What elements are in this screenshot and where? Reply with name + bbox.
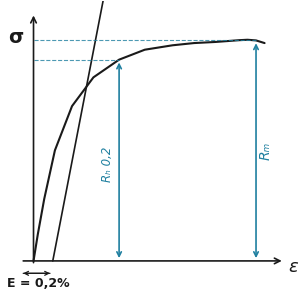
Text: Rₕ 0,2: Rₕ 0,2 (100, 146, 114, 182)
Text: σ: σ (8, 28, 24, 47)
Text: E = 0,2%: E = 0,2% (8, 277, 70, 290)
Text: ε: ε (288, 258, 298, 275)
Text: Rₘ: Rₘ (259, 142, 273, 160)
